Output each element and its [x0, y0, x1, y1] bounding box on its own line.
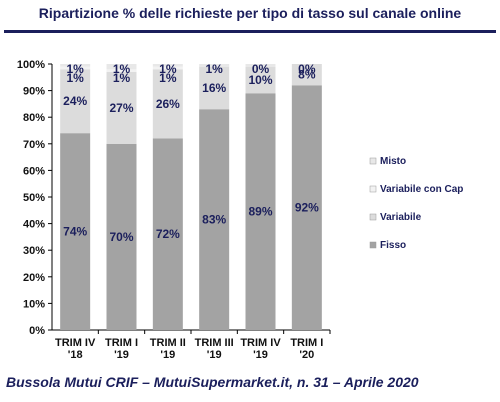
x-tick-label: '19 [207, 349, 222, 361]
data-label-misto: 1% [205, 62, 223, 76]
data-label-fisso: 83% [202, 213, 226, 227]
bar-segment-variabile-con-cap [60, 66, 91, 70]
bar-segment-variabile [245, 66, 276, 94]
y-tick-label: 10% [23, 298, 45, 310]
x-tick-label: '20 [299, 349, 314, 361]
legend: Misto Variabile con Cap Variabile Fisso [369, 156, 463, 251]
y-tick-label: 30% [23, 245, 45, 257]
data-label-misto: 0% [252, 62, 270, 76]
plot-area: 0%10%20%30%40%50%60%70%80%90%100%74%24%1… [17, 59, 331, 361]
bar-segment-variabile [60, 69, 91, 134]
legend-swatch [369, 185, 377, 193]
x-tick-label: TRIM II [150, 337, 186, 349]
data-label-variabile: 24% [63, 94, 87, 108]
x-tick-label: TRIM IV [240, 337, 281, 349]
title-rule [4, 30, 496, 33]
bar-segment-variabile-con-cap [106, 69, 137, 72]
x-tick-label: TRIM IV [55, 337, 96, 349]
bar-segment-fisso [60, 133, 91, 330]
x-tick-label: '19 [160, 349, 175, 361]
chart-title: Ripartizione % delle richieste per tipo … [38, 5, 462, 21]
source-caption: Bussola Mutui CRIF – MutuiSupermarket.it… [6, 374, 419, 390]
data-label-variabile: 8% [298, 68, 316, 82]
legend-label: Variabile con Cap [380, 184, 463, 195]
bar-segment-fisso [245, 93, 276, 330]
data-label-fisso: 89% [248, 205, 272, 219]
y-tick-label: 60% [23, 165, 45, 177]
legend-swatch [369, 157, 377, 165]
x-tick-label: '19 [114, 349, 129, 361]
y-tick-label: 80% [23, 112, 45, 124]
bar-segment-fisso [291, 85, 322, 330]
legend-swatch [369, 241, 377, 249]
bar-segment-misto [245, 64, 276, 67]
data-label-misto: 0% [298, 62, 316, 76]
x-tick-label: '18 [68, 349, 83, 361]
y-tick-label: 70% [23, 139, 45, 151]
y-tick-label: 40% [23, 219, 45, 231]
bar-segment-variabile [291, 64, 322, 86]
data-label-misto: 1% [113, 62, 131, 76]
bar-segment-fisso [152, 138, 183, 330]
bar-segment-misto [152, 64, 183, 67]
bar-segment-variabile [199, 66, 230, 110]
x-tick-label: '19 [253, 349, 268, 361]
data-label-variabile-con-cap: 1% [66, 71, 84, 85]
bar-segment-variabile [152, 69, 183, 139]
data-label-fisso: 92% [295, 201, 319, 215]
x-tick-label: TRIM I [105, 337, 138, 349]
legend-swatch [369, 213, 377, 221]
y-tick-label: 90% [23, 86, 45, 98]
x-tick-label: TRIM III [195, 337, 234, 349]
data-label-fisso: 72% [156, 227, 180, 241]
y-tick-label: 20% [23, 272, 45, 284]
data-label-variabile-con-cap: 1% [113, 71, 131, 85]
legend-label: Variabile [380, 212, 422, 223]
data-label-variabile: 10% [248, 73, 272, 87]
data-label-variabile: 16% [202, 81, 226, 95]
bar-segment-variabile [106, 71, 137, 144]
y-tick-label: 100% [17, 59, 45, 71]
data-label-variabile: 27% [109, 101, 133, 115]
legend-label: Fisso [380, 240, 406, 251]
y-tick-label: 50% [23, 192, 45, 204]
bar-segment-misto [106, 64, 137, 70]
bar-segment-variabile-con-cap [152, 66, 183, 70]
bar-segment-misto [199, 64, 230, 67]
legend-label: Misto [380, 156, 406, 167]
stacked-bar-chart: 0%10%20%30%40%50%60%70%80%90%100%74%24%1… [17, 59, 464, 361]
data-label-misto: 1% [66, 62, 84, 76]
data-label-fisso: 74% [63, 225, 87, 239]
data-label-misto: 1% [159, 62, 177, 76]
x-tick-label: TRIM I [290, 337, 323, 349]
data-label-variabile: 26% [156, 97, 180, 111]
data-label-fisso: 70% [109, 230, 133, 244]
bar-segment-misto [60, 64, 91, 67]
bar-segment-fisso [106, 143, 137, 330]
bar-segment-fisso [199, 109, 230, 330]
y-tick-label: 0% [29, 325, 45, 337]
data-label-variabile-con-cap: 1% [159, 71, 177, 85]
